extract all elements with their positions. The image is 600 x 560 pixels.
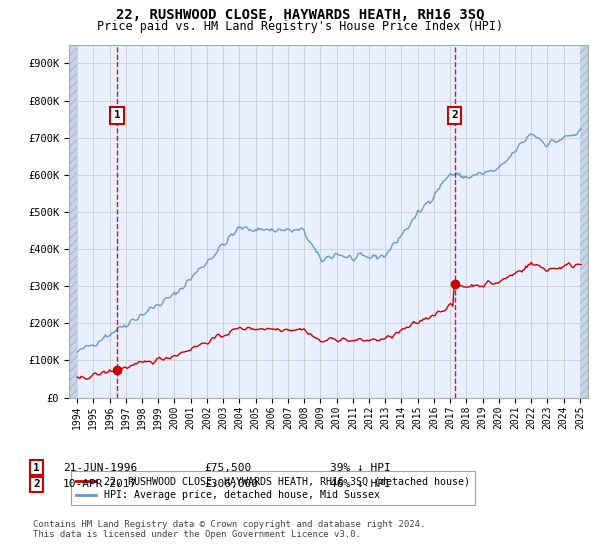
Text: 1: 1 <box>33 463 40 473</box>
Text: 10-APR-2017: 10-APR-2017 <box>63 479 137 489</box>
Legend: 22, RUSHWOOD CLOSE, HAYWARDS HEATH, RH16 3SQ (detached house), HPI: Average pric: 22, RUSHWOOD CLOSE, HAYWARDS HEATH, RH16… <box>71 472 475 505</box>
Text: 46% ↓ HPI: 46% ↓ HPI <box>330 479 391 489</box>
Text: 2: 2 <box>33 479 40 489</box>
Text: Price paid vs. HM Land Registry's House Price Index (HPI): Price paid vs. HM Land Registry's House … <box>97 20 503 32</box>
Text: 21-JUN-1996: 21-JUN-1996 <box>63 463 137 473</box>
Text: £75,500: £75,500 <box>204 463 251 473</box>
Text: 1: 1 <box>114 110 121 120</box>
Text: 2: 2 <box>451 110 458 120</box>
Text: 39% ↓ HPI: 39% ↓ HPI <box>330 463 391 473</box>
Text: 22, RUSHWOOD CLOSE, HAYWARDS HEATH, RH16 3SQ: 22, RUSHWOOD CLOSE, HAYWARDS HEATH, RH16… <box>116 8 484 22</box>
Text: £306,000: £306,000 <box>204 479 258 489</box>
Bar <box>69 45 77 398</box>
Text: Contains HM Land Registry data © Crown copyright and database right 2024.
This d: Contains HM Land Registry data © Crown c… <box>33 520 425 539</box>
Bar <box>580 45 588 398</box>
